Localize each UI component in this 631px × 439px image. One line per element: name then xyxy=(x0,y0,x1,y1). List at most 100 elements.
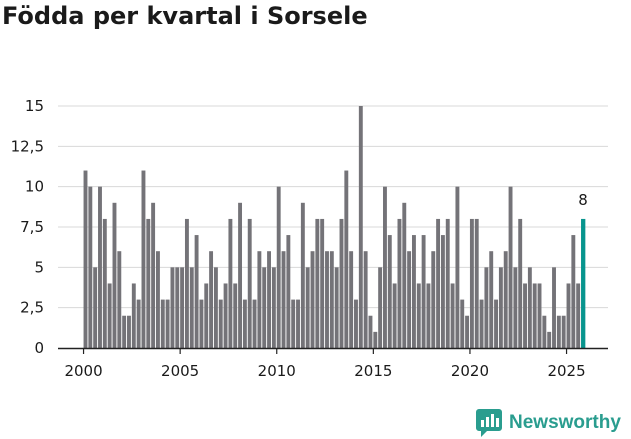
x-axis-ticks: 2000 2005 2010 2015 2020 2025 xyxy=(64,348,586,380)
last-value-label: 8 xyxy=(578,191,588,209)
newsworthy-logo-icon xyxy=(476,409,502,437)
chart-title: Födda per kvartal i Sorsele xyxy=(2,2,368,30)
bar xyxy=(170,267,175,348)
bar xyxy=(484,267,489,348)
bar xyxy=(315,218,320,348)
bar xyxy=(431,251,436,348)
bar xyxy=(474,218,479,348)
bar xyxy=(213,267,218,348)
bar xyxy=(402,202,407,348)
bar xyxy=(508,186,513,348)
bar xyxy=(397,218,402,348)
bar xyxy=(354,299,358,348)
bar xyxy=(498,267,503,348)
bar xyxy=(242,299,247,348)
bar-chart: 0 2,5 5 7,5 10 12,5 15 2000 2005 2010 2015 2020 202… xyxy=(11,97,608,380)
bar xyxy=(523,283,527,348)
bar xyxy=(552,267,556,348)
bar xyxy=(141,170,146,348)
bar xyxy=(320,218,325,348)
bar-highlight xyxy=(581,218,586,348)
bar xyxy=(136,299,141,348)
bar xyxy=(300,202,305,348)
bar xyxy=(349,251,354,348)
bar xyxy=(122,315,127,348)
bar xyxy=(358,106,363,348)
bar xyxy=(465,315,470,348)
bar xyxy=(151,202,156,348)
y-axis-ticks: 0 2,5 5 7,5 10 12,5 15 xyxy=(11,97,44,357)
bar xyxy=(175,267,180,348)
bar xyxy=(156,251,160,348)
x-tick-label: 2005 xyxy=(161,362,199,380)
bars xyxy=(83,106,586,348)
bar xyxy=(204,283,209,348)
brand-name: Newsworthy xyxy=(509,412,621,433)
bar xyxy=(576,283,581,348)
bar xyxy=(209,251,214,348)
bar xyxy=(518,218,523,348)
bar xyxy=(228,218,233,348)
bar xyxy=(542,315,547,348)
bar xyxy=(262,267,267,348)
bar xyxy=(305,267,310,348)
bar xyxy=(296,299,300,348)
bar xyxy=(566,283,571,348)
bar xyxy=(329,251,334,348)
bar xyxy=(98,186,102,348)
bar xyxy=(281,251,286,348)
bar xyxy=(392,283,397,348)
bar xyxy=(131,283,136,348)
x-tick-label: 2020 xyxy=(451,362,489,380)
bar xyxy=(527,267,532,348)
y-tick-label: 10 xyxy=(25,178,44,196)
bar xyxy=(469,218,474,348)
y-tick-label: 7,5 xyxy=(20,218,44,236)
bar xyxy=(223,283,228,348)
y-tick-label: 12,5 xyxy=(11,137,44,155)
bar xyxy=(189,267,194,348)
bar xyxy=(286,235,291,348)
bar xyxy=(252,299,257,348)
bar xyxy=(325,251,329,348)
bar xyxy=(426,283,431,348)
bar xyxy=(160,299,165,348)
y-tick-label: 5 xyxy=(34,258,44,276)
bar xyxy=(310,251,315,348)
bar xyxy=(556,315,561,348)
x-tick-label: 2010 xyxy=(258,362,296,380)
newsworthy-logo[interactable]: Newsworthy xyxy=(476,408,621,438)
bar xyxy=(489,251,494,348)
bar xyxy=(83,170,88,348)
bar xyxy=(117,251,122,348)
bar xyxy=(416,283,421,348)
bar xyxy=(165,299,170,348)
bar xyxy=(460,299,465,348)
bar xyxy=(368,315,373,348)
bar xyxy=(247,218,252,348)
bar xyxy=(233,283,238,348)
bar xyxy=(383,186,387,348)
data-labels: 8 xyxy=(578,191,588,209)
bar xyxy=(407,251,412,348)
bar xyxy=(180,267,185,348)
bar xyxy=(194,235,199,348)
bar xyxy=(184,218,189,348)
bar xyxy=(363,251,368,348)
bar xyxy=(445,218,450,348)
bar xyxy=(440,235,445,348)
bar xyxy=(271,267,276,348)
bar xyxy=(455,186,460,348)
bar xyxy=(107,283,112,348)
bar xyxy=(421,235,426,348)
bar xyxy=(199,299,204,348)
bar xyxy=(537,283,542,348)
bar xyxy=(503,251,508,348)
bar xyxy=(146,218,151,348)
bar xyxy=(411,235,416,348)
bar xyxy=(513,267,518,348)
bar xyxy=(102,218,107,348)
bar xyxy=(344,170,349,348)
bar xyxy=(450,283,455,348)
x-tick-label: 2025 xyxy=(547,362,585,380)
